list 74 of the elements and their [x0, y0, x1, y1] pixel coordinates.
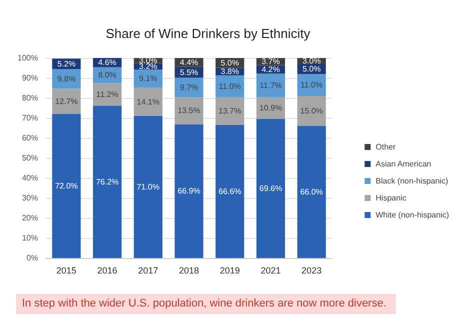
- data-label: 4.6%: [98, 58, 116, 68]
- y-tick-label: 0%: [26, 254, 38, 262]
- legend-label: Black (non-hispanic): [376, 176, 448, 186]
- bar: [92, 106, 122, 258]
- bar: [92, 83, 122, 106]
- data-label: 3.0%: [302, 56, 321, 66]
- data-label: 11.0%: [218, 82, 241, 91]
- y-tick-label: 20%: [22, 214, 38, 222]
- y-tick-label: 30%: [22, 194, 38, 202]
- text: In step with the wider U.S. population, wine drinkers are now more diverse.: [22, 298, 386, 310]
- bar: [216, 75, 244, 98]
- x-tick-label: 2017: [138, 266, 158, 276]
- bar: [134, 88, 162, 116]
- bar: [297, 126, 326, 258]
- legend-label: Hispanic: [376, 194, 406, 202]
- bar: [134, 70, 162, 88]
- data-label: 14.1%: [136, 97, 160, 106]
- data-label: 3.8%: [220, 67, 239, 76]
- data-label: 5.2%: [57, 59, 76, 68]
- x-tick-label: 2019: [220, 266, 240, 276]
- data-label: 11.7%: [260, 80, 282, 90]
- bar: [256, 118, 286, 258]
- x-tick-label: 2018: [178, 266, 200, 276]
- y-tick-label: 40%: [22, 174, 38, 182]
- data-label: 66.6%: [218, 186, 242, 196]
- data-label: 76.2%: [96, 177, 119, 186]
- data-label: 71.0%: [136, 182, 160, 192]
- data-label: 9.7%: [180, 83, 198, 92]
- data-label: 11.0%: [300, 80, 323, 90]
- data-label: 8.0%: [98, 70, 116, 80]
- data-label: 9.1%: [139, 74, 158, 84]
- data-label: 12.7%: [55, 96, 78, 106]
- data-label: 66.0%: [300, 188, 323, 196]
- bar: [216, 124, 244, 258]
- data-label: 13.5%: [178, 106, 200, 116]
- data-label: 5.0%: [302, 64, 321, 74]
- x-tick-label: 2015: [56, 266, 76, 276]
- data-label: 72.0%: [55, 182, 78, 190]
- bar: [134, 116, 162, 258]
- y-tick-label: 10%: [22, 234, 38, 242]
- data-label: 11.2%: [96, 90, 118, 99]
- data-label: 66.9%: [178, 186, 200, 196]
- bar: [174, 97, 204, 124]
- data-label: 4.2%: [262, 64, 280, 74]
- legend-label: Other: [376, 142, 396, 152]
- chart-title: Share of Wine Drinkers by Ethnicity: [106, 26, 311, 41]
- bar: [174, 78, 204, 98]
- x-tick-label: 2016: [97, 266, 118, 276]
- bar: [174, 124, 204, 258]
- y-tick-label: 90%: [22, 74, 38, 82]
- data-label: 69.6%: [259, 184, 282, 193]
- x-tick-label: 2021: [260, 266, 281, 276]
- data-label: 5.5%: [180, 68, 198, 77]
- data-label: 9.8%: [57, 74, 76, 84]
- bar: [216, 97, 244, 125]
- data-label: 10.9%: [259, 103, 282, 112]
- data-label: 15.0%: [300, 106, 323, 116]
- bar: [297, 96, 326, 126]
- data-label: 3.7%: [262, 57, 280, 66]
- data-label: 3.2%: [139, 62, 158, 71]
- y-tick-label: 100%: [18, 54, 38, 62]
- bar: [52, 114, 81, 258]
- legend-label: White (non-hispanic): [376, 210, 450, 220]
- y-tick-label: 50%: [22, 154, 38, 162]
- y-tick-label: 70%: [22, 114, 38, 122]
- y-tick-label: 60%: [22, 134, 38, 142]
- y-tick-label: 80%: [22, 94, 38, 102]
- x-tick-label: 2023: [302, 266, 322, 276]
- data-label: 5.0%: [220, 58, 239, 68]
- data-label: 4.4%: [180, 58, 198, 67]
- bar: [52, 88, 81, 114]
- legend-label: Asian American: [376, 160, 432, 168]
- bar: [256, 74, 286, 97]
- data-label: 13.7%: [218, 106, 242, 116]
